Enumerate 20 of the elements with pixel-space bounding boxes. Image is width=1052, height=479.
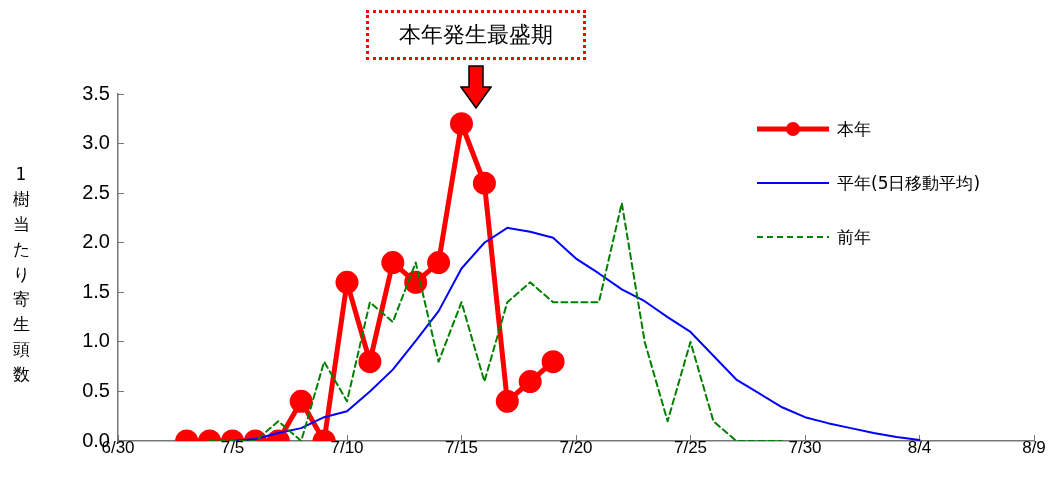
x-tick-label: 8/4 <box>907 437 932 457</box>
x-tick-label: 7/5 <box>220 437 245 457</box>
x-tick-label: 7/20 <box>559 437 593 457</box>
y-tick-label: 1.0 <box>82 329 110 352</box>
x-tick-label: 7/15 <box>444 437 479 457</box>
y-tick-label: 1.5 <box>82 279 110 302</box>
legend-label: 前年 <box>837 225 871 249</box>
y-tick-label: 3.5 <box>82 81 110 104</box>
legend-label: 本年 <box>837 117 871 141</box>
x-tick-label: 7/30 <box>788 437 822 457</box>
text: 1樹当たり寄生頭数 <box>12 164 30 384</box>
x-tick-label: 7/10 <box>330 437 364 457</box>
x-tick-label: 8/9 <box>1022 437 1046 457</box>
y-tick-label: 0.5 <box>82 378 110 401</box>
y-tick-label: 2.0 <box>82 230 110 253</box>
text: 本年発生最盛期 <box>366 10 586 60</box>
y-tick-label: 3.0 <box>82 131 110 154</box>
legend-label: 平年(5日移動平均) <box>837 171 981 195</box>
x-tick-label: 7/25 <box>673 437 708 457</box>
y-tick-label: 2.5 <box>82 180 110 203</box>
